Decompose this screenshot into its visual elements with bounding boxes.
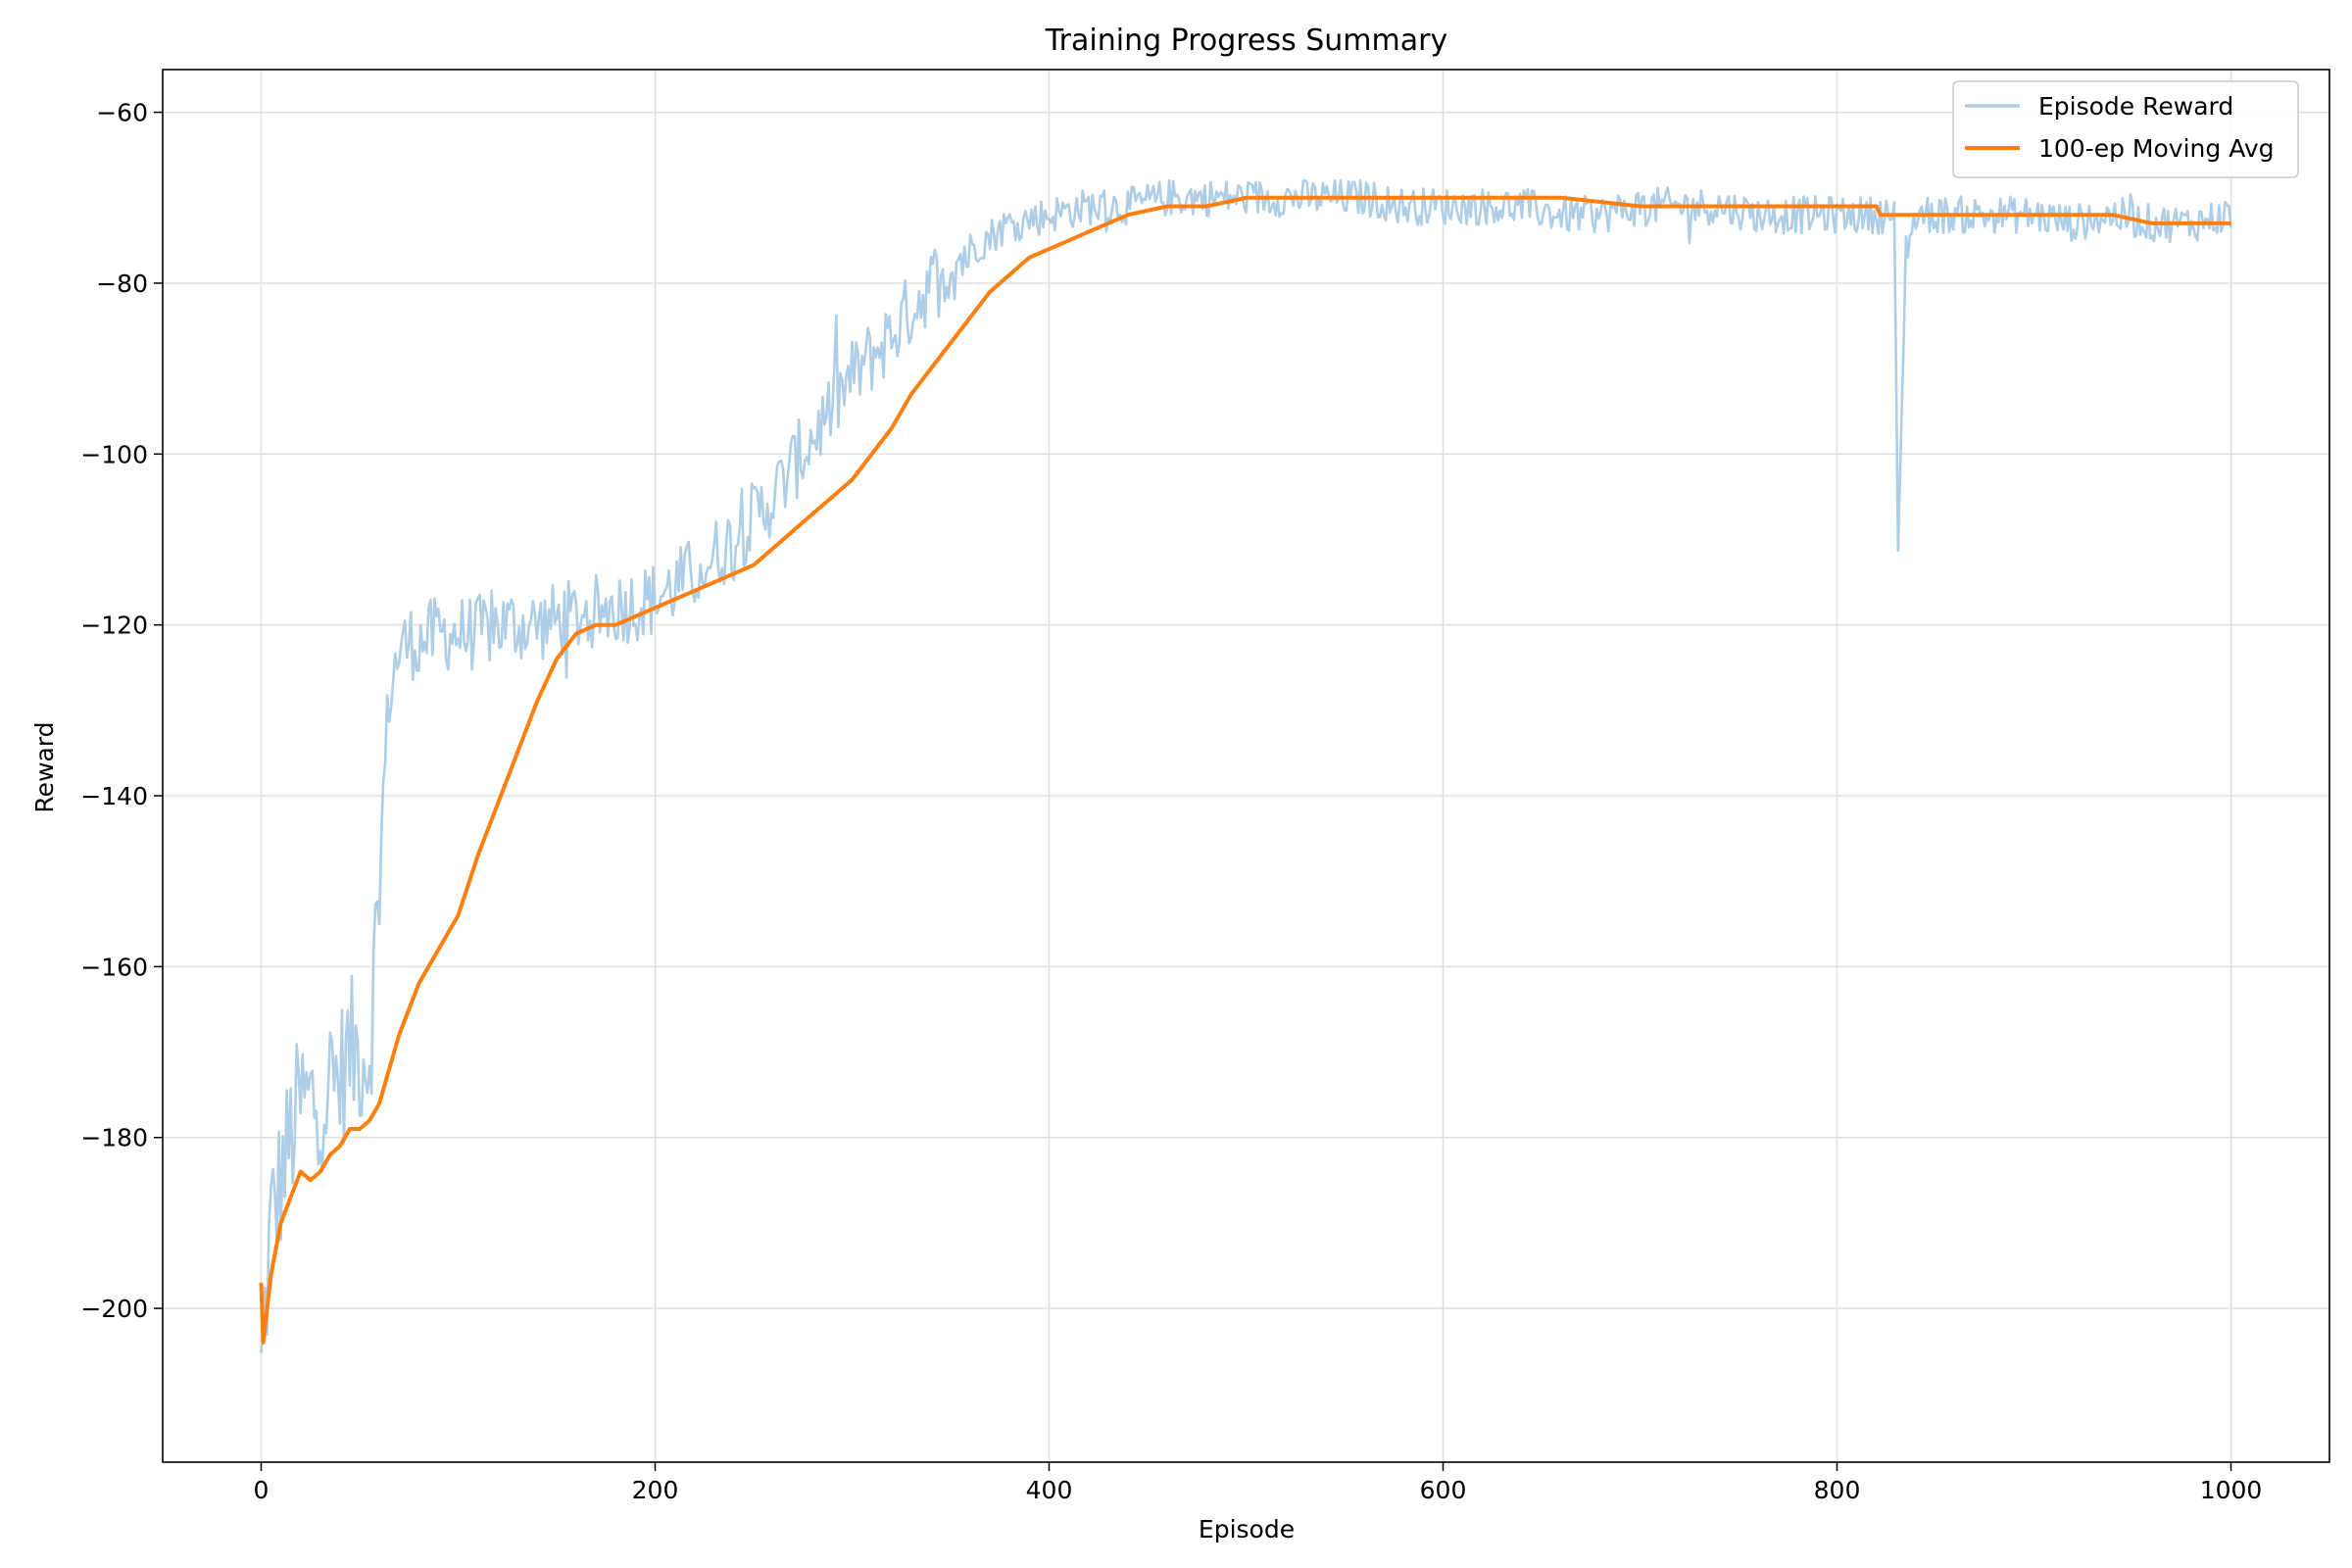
series-line-1 xyxy=(259,195,2231,1345)
legend-label-moving-avg: 100-ep Moving Avg xyxy=(2038,134,2275,163)
legend: Episode Reward 100-ep Moving Avg xyxy=(1952,80,2299,178)
x-tick-label: 800 xyxy=(1814,1476,1861,1504)
y-axis-label: Reward xyxy=(30,721,59,812)
legend-box xyxy=(1952,80,2299,178)
x-tick-label: 400 xyxy=(1026,1476,1073,1504)
plot-frame xyxy=(162,69,2330,1463)
x-tick-label: 1000 xyxy=(2200,1476,2263,1504)
y-tick-label: −120 xyxy=(80,612,148,640)
y-tick-label: −80 xyxy=(96,270,148,298)
y-tick-label: −100 xyxy=(80,440,148,468)
y-tick-label: −140 xyxy=(80,782,148,810)
plot-series xyxy=(259,178,2232,1353)
x-tick-label: 600 xyxy=(1420,1476,1467,1504)
x-axis-label: Episode xyxy=(1199,1515,1295,1544)
axis-ticks: 0 200 400 600 800 1000 −200 −180 −160 −140 −120 −10… xyxy=(80,99,2262,1504)
y-tick-label: −160 xyxy=(80,953,148,981)
chart-title: Training Progress Summary xyxy=(1045,24,1447,58)
y-tick-label: −180 xyxy=(80,1124,148,1152)
y-tick-label: −60 xyxy=(96,99,148,127)
x-tick-label: 200 xyxy=(632,1476,679,1504)
y-tick-label: −200 xyxy=(80,1295,148,1323)
x-tick-label: 0 xyxy=(254,1476,270,1504)
legend-label-episode-reward: Episode Reward xyxy=(2038,92,2233,121)
